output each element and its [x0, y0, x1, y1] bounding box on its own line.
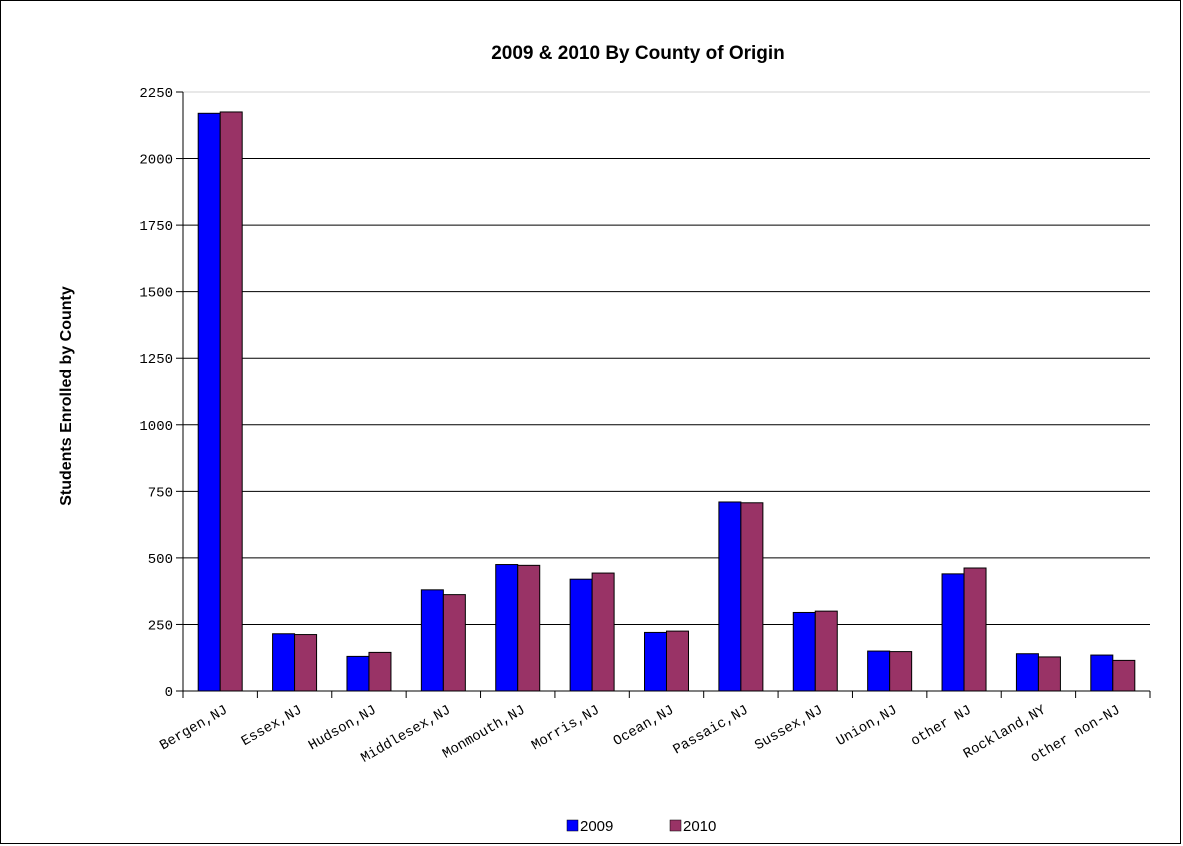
y-tick-label: 750: [148, 485, 173, 501]
bar-2009-Morris,NJ: [569, 578, 593, 692]
axes: [176, 91, 1151, 698]
y-tick-label: 1500: [139, 286, 173, 302]
y-tick-label: 1750: [139, 219, 173, 235]
y-tick-label: 250: [148, 618, 173, 634]
bar-2010-Bergen,NJ: [219, 111, 243, 692]
bar-2010-Ocean,NJ: [666, 630, 689, 692]
bar-2010-Rockland,NY: [1037, 656, 1061, 692]
legend-label-2010: 2010: [683, 818, 716, 835]
x-tick-label: Passaic,NJ: [671, 702, 752, 758]
bar-2009-other non-NJ: [1090, 654, 1114, 692]
y-axis-title: Students Enrolled by County: [58, 286, 75, 506]
bar-2010-Monmouth,NJ: [517, 564, 541, 692]
bar-2009-Middlesex,NJ: [420, 589, 444, 692]
bar-2009-other NJ: [941, 573, 965, 692]
y-tick-label: 500: [148, 552, 173, 568]
bar-2010-Hudson,NJ: [368, 651, 392, 692]
bar-2009-Bergen,NJ: [197, 112, 221, 692]
bar-2010-Passaic,NJ: [740, 502, 764, 692]
x-tick-label: Sussex,NJ: [752, 702, 825, 754]
bar-2010-other NJ: [963, 567, 987, 692]
x-tick-label: Ocean,NJ: [611, 702, 677, 749]
y-tick-label: 2000: [139, 153, 173, 169]
y-tick-label: 1000: [139, 419, 173, 435]
x-tick-label: other NJ: [908, 702, 974, 749]
bar-2010-other non-NJ: [1112, 659, 1136, 692]
bars: [197, 111, 1136, 692]
gridlines: [183, 91, 1150, 625]
legend-swatch-2010: [669, 819, 682, 832]
legend-swatch-2009: [566, 819, 579, 832]
bar-2010-Morris,NJ: [591, 572, 615, 692]
bar-2009-Monmouth,NJ: [495, 564, 519, 692]
y-tick-label: 2250: [139, 86, 173, 102]
bar-2009-Rockland,NY: [1015, 653, 1039, 692]
x-tick-label: Essex,NJ: [239, 702, 305, 749]
x-tick-label: Monmouth,NJ: [440, 702, 528, 762]
legend-label-2009: 2009: [580, 818, 613, 835]
bar-2010-Essex,NJ: [294, 634, 318, 692]
x-tick-labels: Bergen,NJ Essex,NJ Hudson,NJMiddlesex,NJMo…: [157, 702, 1123, 767]
chart-title: 2009 & 2010 By County of Origin: [491, 43, 785, 64]
bar-2010-Middlesex,NJ: [442, 594, 466, 692]
y-tick-label: 0: [165, 685, 173, 701]
x-tick-label: Bergen,NJ: [157, 702, 230, 754]
legend: 2009 2010: [566, 818, 716, 835]
bar-2009-Hudson,NJ: [346, 655, 370, 692]
bar-2009-Ocean,NJ: [644, 631, 667, 692]
bar-2010-Union,NJ: [889, 651, 913, 692]
bar-2010-Sussex,NJ: [814, 610, 838, 692]
bar-2009-Union,NJ: [867, 650, 891, 692]
bar-2009-Passaic,NJ: [718, 501, 742, 692]
bar-2009-Essex,NJ: [272, 633, 296, 692]
y-tick-label: 1250: [139, 352, 173, 368]
x-tick-label: Union,NJ: [834, 702, 900, 749]
x-tick-label: Morris,NJ: [529, 702, 602, 754]
bar-2009-Sussex,NJ: [792, 611, 816, 692]
y-tick-labels: 0 250 500 750 1000 1250 1500 1750 2000 2250: [139, 86, 173, 701]
